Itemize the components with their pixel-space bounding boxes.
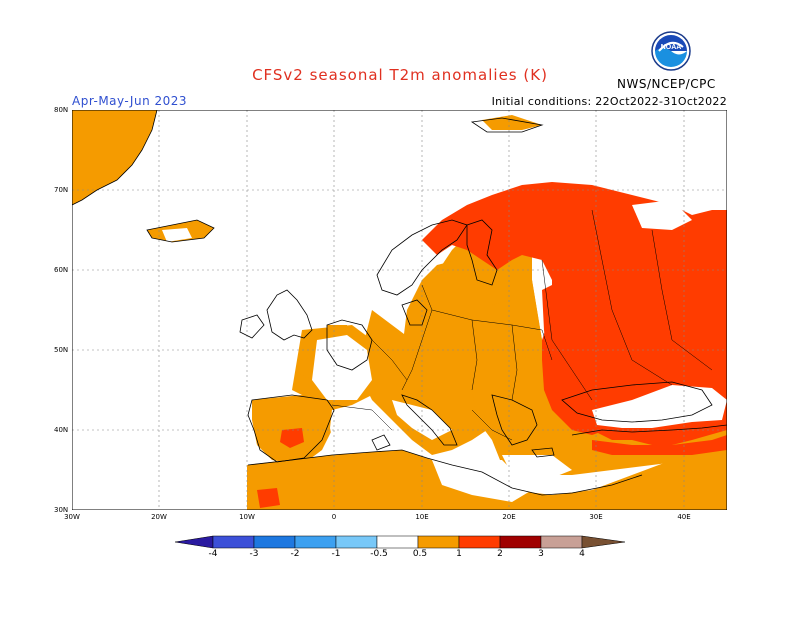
legend-swatch bbox=[253, 535, 296, 549]
legend-label: -3 bbox=[249, 549, 259, 559]
legend-swatch bbox=[540, 535, 583, 549]
legend-label: 2 bbox=[497, 549, 503, 559]
anomaly-map bbox=[72, 110, 727, 510]
legend-label: -0.5 bbox=[370, 549, 388, 559]
country-borders bbox=[331, 209, 713, 441]
legend-label: 3 bbox=[538, 549, 544, 559]
noaa-logo-icon: NOAA bbox=[651, 31, 691, 71]
lat-label-70n: 70N bbox=[54, 186, 69, 194]
legend-arrow-right bbox=[581, 535, 626, 549]
lat-label-80n: 80N bbox=[54, 106, 69, 114]
lat-label-40n: 40N bbox=[54, 426, 69, 434]
lon-label-20w: 20W bbox=[151, 513, 167, 521]
lon-label-30e: 30E bbox=[589, 513, 603, 521]
lat-label-30n: 30N bbox=[54, 506, 69, 514]
legend-label: -2 bbox=[290, 549, 300, 559]
lon-label-20e: 20E bbox=[502, 513, 516, 521]
lon-label-10w: 10W bbox=[239, 513, 255, 521]
lon-label-0: 0 bbox=[331, 513, 337, 521]
legend-swatch bbox=[458, 535, 501, 549]
legend-label: 0.5 bbox=[412, 549, 428, 559]
lon-label-40e: 40E bbox=[677, 513, 691, 521]
legend-label: -4 bbox=[208, 549, 218, 559]
lon-label-30w: 30W bbox=[64, 513, 80, 521]
legend-swatch bbox=[417, 535, 460, 549]
agency-label: NWS/NCEP/CPC bbox=[617, 77, 716, 91]
color-legend bbox=[175, 535, 626, 549]
legend-swatch bbox=[376, 535, 419, 549]
legend-label: 4 bbox=[579, 549, 585, 559]
lat-label-50n: 50N bbox=[54, 346, 69, 354]
legend-swatch bbox=[294, 535, 337, 549]
legend-swatch bbox=[335, 535, 378, 549]
coastlines bbox=[72, 110, 727, 496]
legend-label: -1 bbox=[331, 549, 341, 559]
legend-arrow-left bbox=[175, 535, 214, 549]
lat-label-60n: 60N bbox=[54, 266, 69, 274]
forecast-period: Apr-May-Jun 2023 bbox=[72, 94, 188, 108]
graticule bbox=[72, 110, 727, 510]
initial-conditions: Initial conditions: 22Oct2022-31Oct2022 bbox=[491, 95, 727, 108]
legend-swatch bbox=[499, 535, 542, 549]
svg-text:NOAA: NOAA bbox=[661, 44, 682, 51]
lon-label-10e: 10E bbox=[415, 513, 429, 521]
map-title: CFSv2 seasonal T2m anomalies (K) bbox=[252, 66, 548, 84]
legend-swatch bbox=[212, 535, 255, 549]
legend-label: 1 bbox=[456, 549, 462, 559]
